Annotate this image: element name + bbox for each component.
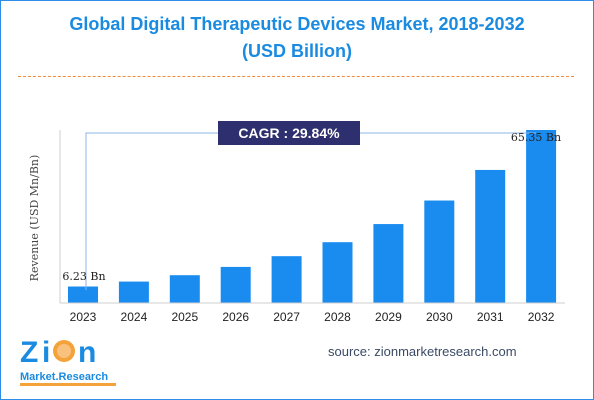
chart-subtitle: (USD Billion) [242,41,352,61]
bar-2032 [526,130,557,303]
first-value-label: 6.23 Bn [62,270,105,283]
x-tick-label: 2026 [222,310,249,324]
x-tick-label: 2029 [375,310,402,324]
x-tick-label: 2030 [426,310,453,324]
bar-2026 [220,266,251,303]
logo-subtitle: Market.Research [20,371,108,383]
x-tick-labels: 2023 2024 2025 2026 2027 2028 2029 2030 2031 2032 [70,310,555,324]
x-tick-label: 2023 [70,310,97,324]
zion-logo-mark: Z i n Market.Research [20,336,116,386]
logo-globe-icon [53,340,75,362]
source-note: source: zionmarketresearch.com [328,344,517,359]
x-tick-label: 2031 [477,310,504,324]
bar-2029 [373,224,404,303]
logo-underline [20,383,116,386]
logo-letter-n: n [78,336,96,369]
chart-title: Global Digital Therapeutic Devices Marke… [69,14,525,34]
logo-letter-i: i [42,336,50,369]
cagr-callout-line-left [85,132,218,290]
x-tick-label: 2027 [273,310,300,324]
bar-2030 [424,200,455,303]
bars-group [68,130,557,303]
x-tick-label: 2025 [171,310,198,324]
logo-letter-z: Z [20,336,38,369]
x-tick-label: 2032 [528,310,555,324]
x-tick-label: 2028 [324,310,351,324]
last-value-label: 65.35 Bn [511,131,561,144]
y-axis-label: Revenue (USD Mn/Bn) [28,155,41,282]
title-divider [18,76,574,77]
bar-2027 [271,256,302,303]
logo-globe-highlight [57,344,71,358]
cagr-label: CAGR : 29.84% [238,125,340,141]
cagr-box [218,121,360,145]
zion-logo: Z i n Market.Research [18,332,128,390]
bar-2028 [322,242,353,303]
bar-2031 [475,169,506,303]
bar-2024 [118,281,149,303]
bar-2023 [68,286,98,303]
bar-2025 [169,275,200,303]
x-tick-label: 2024 [121,310,148,324]
